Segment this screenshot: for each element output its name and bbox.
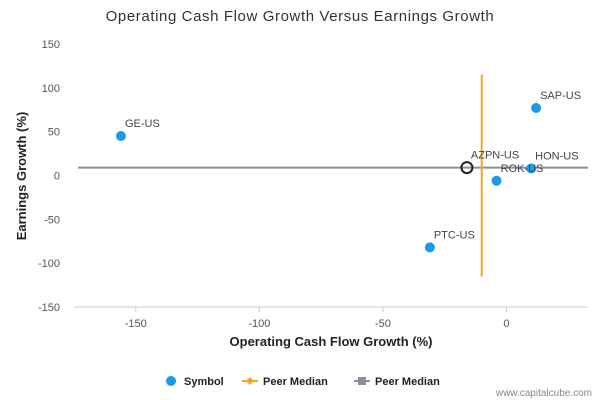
x-tick-label: -100 [248,318,270,330]
data-point-label: SAP-US [540,90,581,102]
legend-item[interactable]: Peer Median [242,376,328,388]
legend-square-icon [358,377,366,385]
legend-item[interactable]: Peer Median [354,376,440,388]
y-tick-label: 100 [42,83,60,95]
legend-diamond-icon [246,377,254,385]
y-axis-title: Earnings Growth (%) [14,112,29,241]
data-point-highlighted[interactable] [460,161,474,175]
legend: Symbol Peer Median Peer Median [166,376,440,388]
data-point[interactable] [531,102,542,113]
legend-circle-icon [166,376,176,386]
legend-label: Peer Median [263,376,328,388]
y-tick-label: 50 [48,127,60,139]
x-tick-label: 0 [503,318,509,330]
legend-label: Peer Median [375,376,440,388]
credit-text: www.capitalcube.com [495,388,592,399]
legend-item[interactable]: Symbol [166,376,224,388]
data-point[interactable] [526,163,537,174]
data-point[interactable] [424,242,435,253]
y-tick-label: -100 [38,258,60,270]
data-point-label: AZPN-US [471,150,519,162]
y-tick-label: -50 [44,214,60,226]
peer-medians [78,74,588,277]
legend-label: Symbol [184,376,224,388]
data-point[interactable] [491,175,502,186]
y-tick-label: -150 [38,302,60,314]
data-point-label: GE-US [125,118,160,130]
x-axis-ticks: -150 -100 -50 0 [125,307,510,330]
data-point-label: HON-US [535,150,578,162]
data-point-label: PTC-US [434,229,475,241]
y-axis-ticks: 150 100 50 0 -50 -100 -150 [38,39,60,314]
data-point-label: ROK-US [501,163,544,175]
y-tick-label: 150 [42,39,60,51]
x-tick-label: -50 [375,318,391,330]
x-tick-label: -150 [125,318,147,330]
data-point[interactable] [115,131,126,142]
chart-title: Operating Cash Flow Growth Versus Earnin… [106,8,495,25]
x-axis-title: Operating Cash Flow Growth (%) [230,334,433,349]
y-tick-label: 0 [54,171,60,183]
